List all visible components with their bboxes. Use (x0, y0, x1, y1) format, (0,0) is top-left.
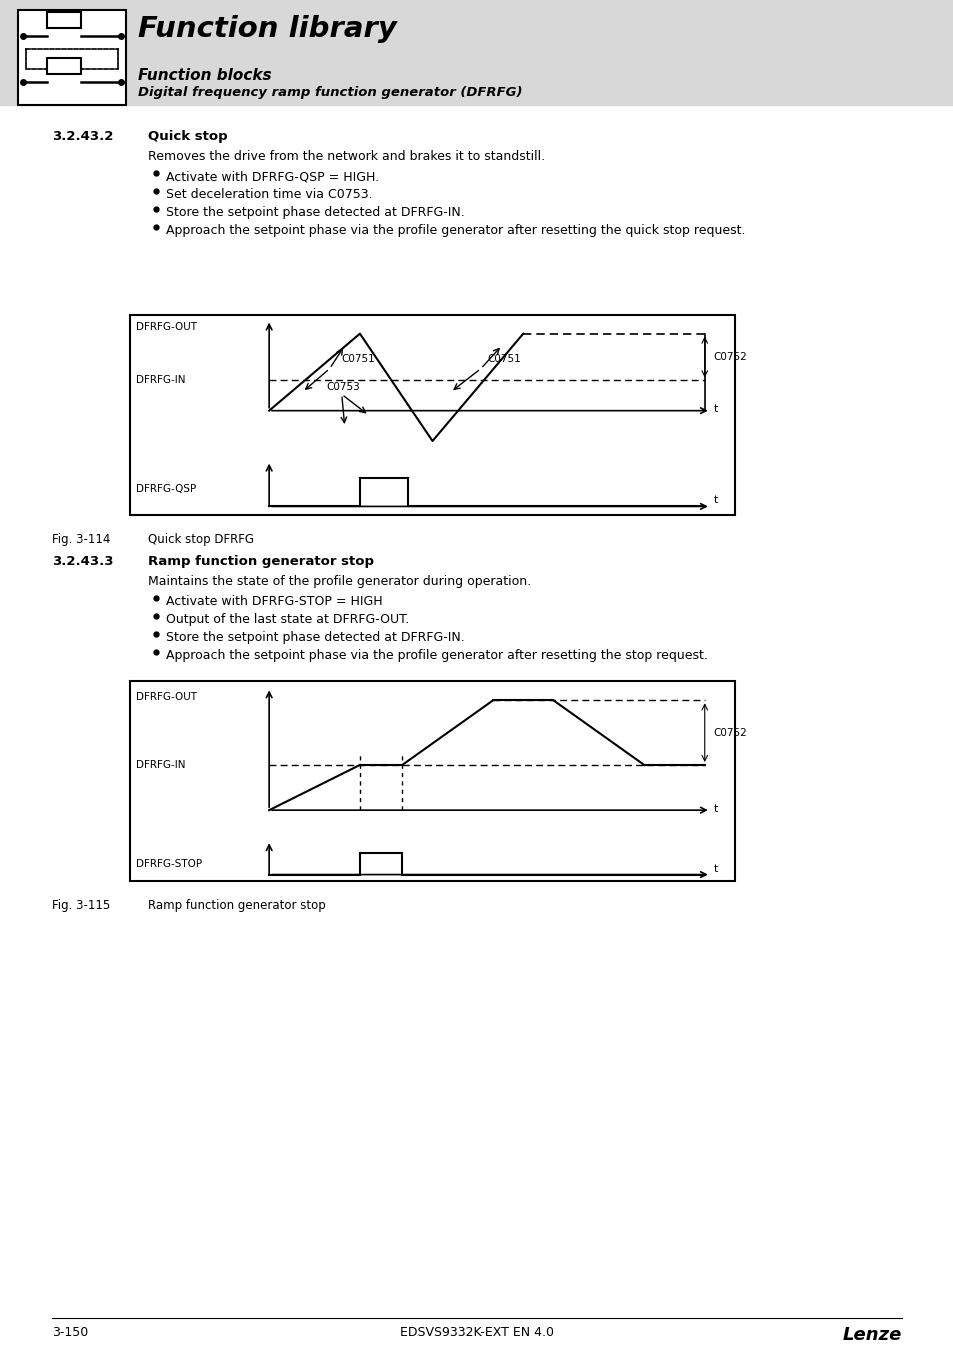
Text: Digital frequency ramp function generator (DFRFG): Digital frequency ramp function generato… (138, 86, 522, 99)
Text: Function blocks: Function blocks (138, 68, 272, 82)
Text: 3-150: 3-150 (52, 1326, 89, 1339)
Text: Activate with DFRFG-QSP = HIGH.: Activate with DFRFG-QSP = HIGH. (166, 170, 378, 184)
Text: 3.2.43.3: 3.2.43.3 (52, 555, 113, 568)
Text: Removes the drive from the network and brakes it to standstill.: Removes the drive from the network and b… (148, 150, 544, 163)
Text: C0751: C0751 (341, 354, 375, 364)
Text: C0753: C0753 (326, 382, 360, 391)
Bar (130, 680, 734, 882)
Text: Ramp function generator stop: Ramp function generator stop (148, 555, 374, 568)
Text: EDSVS9332K-EXT EN 4.0: EDSVS9332K-EXT EN 4.0 (399, 1326, 554, 1339)
Text: t: t (713, 864, 718, 873)
Text: Set deceleration time via C0753.: Set deceleration time via C0753. (166, 188, 373, 201)
Bar (130, 315, 734, 514)
Text: t: t (713, 803, 718, 814)
Text: Maintains the state of the profile generator during operation.: Maintains the state of the profile gener… (148, 575, 531, 589)
Text: Quick stop DFRFG: Quick stop DFRFG (148, 533, 253, 545)
Bar (0, 0, 953, 105)
Text: C0752: C0752 (713, 352, 747, 362)
Text: Lenze: Lenze (841, 1326, 901, 1345)
Text: Output of the last state at DFRFG-OUT.: Output of the last state at DFRFG-OUT. (166, 613, 409, 626)
Text: Function library: Function library (138, 15, 396, 43)
Text: DFRFG-OUT: DFRFG-OUT (136, 321, 197, 332)
Text: Store the setpoint phase detected at DFRFG-IN.: Store the setpoint phase detected at DFR… (166, 630, 464, 644)
Text: t: t (713, 405, 718, 414)
Text: Approach the setpoint phase via the profile generator after resetting the stop r: Approach the setpoint phase via the prof… (166, 649, 707, 662)
Text: DFRFG-QSP: DFRFG-QSP (136, 485, 196, 494)
Text: DFRFG-IN: DFRFG-IN (136, 760, 185, 770)
Text: DFRFG-OUT: DFRFG-OUT (136, 693, 197, 702)
Text: Ramp function generator stop: Ramp function generator stop (148, 899, 325, 913)
Text: Fig. 3-114: Fig. 3-114 (52, 533, 111, 545)
Text: DFRFG-STOP: DFRFG-STOP (136, 859, 202, 869)
Text: Approach the setpoint phase via the profile generator after resetting the quick : Approach the setpoint phase via the prof… (166, 224, 744, 238)
Text: 3.2.43.2: 3.2.43.2 (52, 130, 113, 143)
Text: Store the setpoint phase detected at DFRFG-IN.: Store the setpoint phase detected at DFR… (166, 207, 464, 219)
Text: C0752: C0752 (713, 728, 747, 737)
Bar (47, 58, 81, 74)
Text: DFRFG-IN: DFRFG-IN (136, 375, 185, 385)
Text: Fig. 3-115: Fig. 3-115 (52, 899, 111, 913)
Text: Quick stop: Quick stop (148, 130, 228, 143)
Text: Activate with DFRFG-STOP = HIGH: Activate with DFRFG-STOP = HIGH (166, 595, 382, 608)
Text: C0751: C0751 (486, 354, 520, 364)
Text: t: t (713, 495, 718, 505)
Bar (47, 12, 81, 28)
Bar (18, 9, 126, 105)
